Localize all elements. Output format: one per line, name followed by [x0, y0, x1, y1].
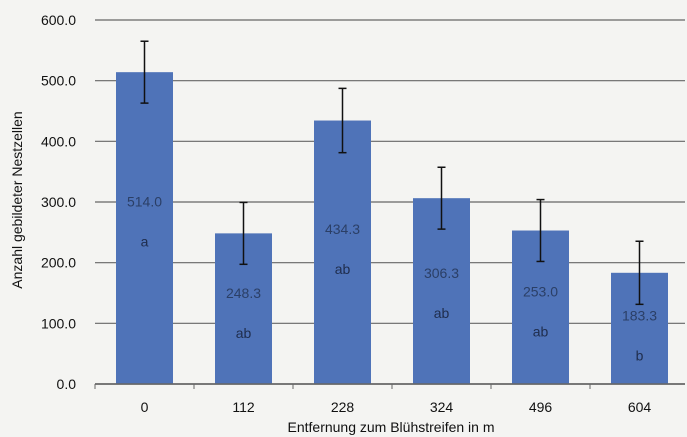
- y-tick-label-0: 0.0: [57, 376, 77, 392]
- bars: [116, 72, 668, 385]
- significance-label-112: ab: [236, 325, 252, 341]
- significance-label-324: ab: [434, 305, 450, 321]
- grid-lines: [95, 19, 685, 385]
- y-tick-label-6: 600.0: [41, 12, 76, 28]
- value-labels: 514.0 248.3 434.3 306.3 253.0 183.3: [127, 193, 657, 323]
- x-tick-label-228: 228: [331, 399, 355, 415]
- significance-label-604: b: [636, 348, 644, 364]
- value-label-0: 514.0: [127, 193, 162, 209]
- error-bars: [140, 40, 644, 306]
- significance-label-496: ab: [533, 324, 549, 340]
- x-tick-label-112: 112: [232, 399, 255, 415]
- y-axis: 0.0 100.0 200.0 300.0 400.0 500.0 600.0: [41, 12, 76, 392]
- y-tick-label-3: 300.0: [41, 194, 76, 210]
- y-axis-title: Anzahl gebildeter Nestzellen: [9, 111, 25, 288]
- x-tick-label-496: 496: [529, 399, 553, 415]
- bar-0: [116, 72, 173, 384]
- x-tick-label-604: 604: [628, 399, 652, 415]
- value-label-228: 434.3: [325, 221, 360, 237]
- y-tick-label-5: 500.0: [41, 73, 76, 89]
- value-label-604: 183.3: [622, 308, 657, 324]
- y-tick-label-4: 400.0: [41, 133, 76, 149]
- x-axis-title: Entfernung zum Blühstreifen in m: [288, 419, 495, 435]
- plot-area: 514.0 248.3 434.3 306.3 253.0 183.3 a ab ab ab ab…: [41, 12, 685, 415]
- y-tick-label-2: 200.0: [41, 255, 76, 271]
- value-label-112: 248.3: [226, 285, 261, 301]
- x-tick-label-0: 0: [141, 399, 149, 415]
- bar-228: [314, 120, 371, 385]
- significance-labels: a ab ab ab ab b: [141, 233, 644, 363]
- x-tick-label-324: 324: [430, 399, 454, 415]
- value-label-496: 253.0: [523, 284, 558, 300]
- x-axis: 0 112 228 324 496 604: [94, 383, 685, 415]
- significance-label-228: ab: [335, 261, 351, 277]
- significance-label-0: a: [141, 233, 149, 249]
- value-label-324: 306.3: [424, 265, 459, 281]
- y-tick-label-1: 100.0: [41, 315, 76, 331]
